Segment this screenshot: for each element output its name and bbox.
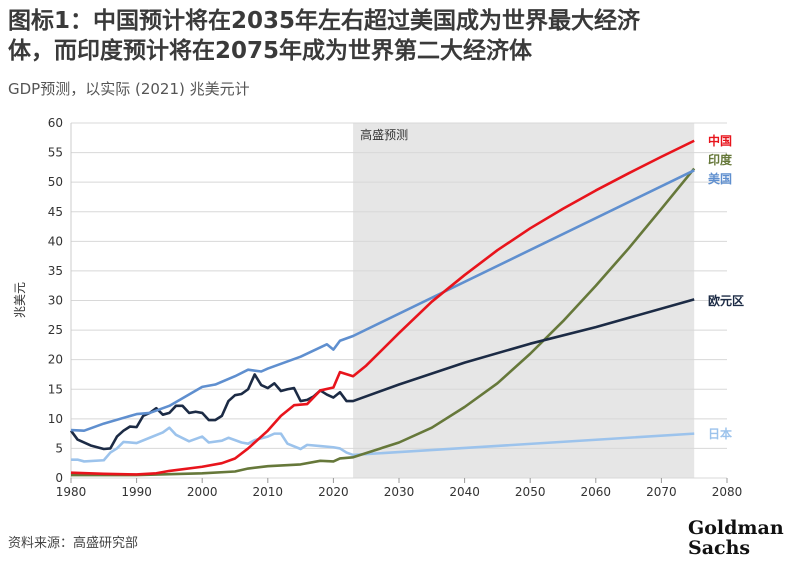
series-line-4 [71, 426, 695, 463]
series-label-2: 美国 [708, 171, 732, 186]
y-tick-label: 15 [48, 382, 63, 396]
y-tick-label: 45 [48, 205, 63, 219]
series-label-0: 中国 [708, 133, 732, 148]
y-tick-label: 25 [48, 323, 63, 337]
y-tick-label: 0 [55, 471, 63, 485]
title-line-1: 图标1：中国预计将在2035年左右超过美国成为世界最大经济 [8, 8, 641, 34]
title-line-2: 体，而印度预计将在2075年成为世界第二大经济体 [8, 38, 533, 64]
x-tick-label: 2060 [581, 485, 612, 499]
x-tick-label: 2070 [646, 485, 677, 499]
series-line-2 [70, 169, 695, 432]
series-label-3: 欧元区 [708, 293, 744, 308]
chart-subtitle: GDP预测，以实际 (2021) 兆美元计 [8, 80, 250, 98]
y-tick-label: 20 [48, 353, 63, 367]
source-note: 资料来源：高盛研究部 [8, 536, 139, 551]
x-tick-label: 2020 [318, 485, 349, 499]
x-tick-label: 2040 [449, 485, 480, 499]
y-tick-label: 10 [48, 412, 63, 426]
chart-title: 图标1：中国预计将在2035年左右超过美国成为世界最大经济 体，而印度预计将在20… [8, 6, 640, 66]
forecast-label: 高盛预测 [360, 127, 408, 142]
x-tick-label: 2010 [253, 485, 284, 499]
y-tick-label: 35 [48, 264, 63, 278]
y-tick-label: 60 [48, 116, 63, 130]
goldman-sachs-logo: Goldman Sachs [688, 517, 784, 559]
x-tick-label: 2050 [515, 485, 546, 499]
series-line-0 [70, 139, 695, 476]
y-tick-label: 50 [48, 175, 63, 189]
y-axis-label: 兆美元 [13, 282, 27, 318]
series-line-1 [71, 167, 696, 477]
x-tick-label: 2000 [187, 485, 218, 499]
series-label-4: 日本 [708, 426, 732, 441]
x-tick-label: 2030 [384, 485, 415, 499]
y-tick-label: 30 [48, 294, 63, 308]
x-tick-label: 1980 [56, 485, 87, 499]
y-tick-label: 40 [48, 234, 63, 248]
x-tick-label: 1990 [121, 485, 152, 499]
x-tick-label: 2080 [712, 485, 743, 499]
y-tick-label: 5 [55, 441, 63, 455]
series-line-3 [69, 298, 695, 451]
series-label-1: 印度 [708, 152, 733, 167]
y-tick-label: 55 [48, 146, 63, 160]
